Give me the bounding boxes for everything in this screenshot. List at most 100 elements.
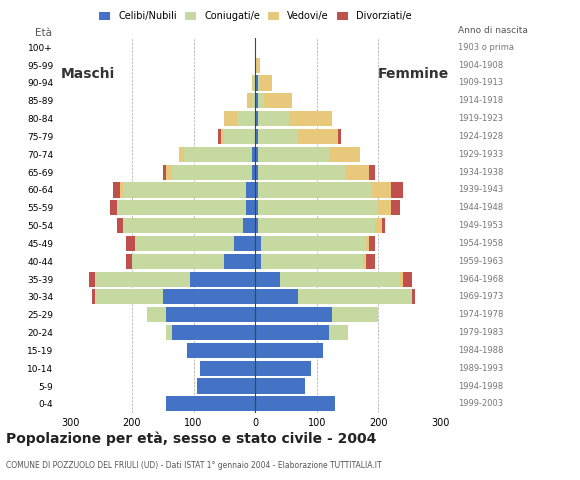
Bar (246, 182, 255, 198)
Bar (375, 218, 382, 233)
Text: 1959-1963: 1959-1963 (458, 257, 504, 266)
Bar (298, 289, 412, 304)
Bar (234, 236, 255, 251)
Text: 1964-1968: 1964-1968 (458, 275, 504, 284)
Bar (117, 218, 123, 233)
Bar (255, 111, 258, 126)
Bar (237, 111, 255, 126)
Bar (252, 75, 253, 91)
Bar (255, 236, 262, 251)
Bar (369, 236, 375, 251)
Bar (391, 182, 403, 198)
Bar (255, 147, 258, 162)
Bar (258, 93, 264, 108)
Bar (172, 325, 255, 340)
Bar (123, 182, 246, 198)
Bar (255, 93, 258, 108)
Text: 1949-1953: 1949-1953 (458, 221, 503, 230)
Bar (89, 272, 95, 287)
Bar (255, 325, 329, 340)
Text: 1924-1928: 1924-1928 (458, 132, 503, 141)
Bar (255, 360, 311, 376)
Bar (179, 147, 184, 162)
Text: Età: Età (35, 28, 52, 38)
Bar (412, 289, 415, 304)
Bar (258, 111, 289, 126)
Bar (258, 182, 372, 198)
Bar (255, 182, 258, 198)
Bar (255, 165, 258, 180)
Text: 1989-1993: 1989-1993 (458, 364, 504, 373)
Bar (95, 272, 190, 287)
Bar (255, 289, 298, 304)
Bar (264, 93, 292, 108)
Text: COMUNE DI POZZUOLO DEL FRIULI (UD) - Dati ISTAT 1° gennaio 2004 - Elaborazione T: COMUNE DI POZZUOLO DEL FRIULI (UD) - Dat… (6, 461, 382, 470)
Bar (255, 75, 258, 91)
Bar (258, 147, 329, 162)
Text: Anno di nascita: Anno di nascita (458, 25, 528, 35)
Bar (123, 218, 243, 233)
Bar (400, 272, 403, 287)
Bar (255, 378, 304, 394)
Text: 1909-1913: 1909-1913 (458, 78, 503, 87)
Bar (166, 325, 172, 340)
Bar (197, 378, 255, 394)
Bar (255, 343, 323, 358)
Bar (246, 200, 255, 216)
Bar (119, 182, 123, 198)
Bar (172, 165, 252, 180)
Bar (379, 200, 391, 216)
Bar (114, 182, 119, 198)
Bar (258, 165, 345, 180)
Text: 1939-1943: 1939-1943 (458, 185, 504, 194)
Bar (255, 218, 258, 233)
Text: 1944-1948: 1944-1948 (458, 203, 503, 212)
Text: 1954-1958: 1954-1958 (458, 239, 503, 248)
Bar (262, 253, 363, 269)
Text: 1903 o prima: 1903 o prima (458, 43, 514, 52)
Bar (166, 307, 255, 323)
Bar (147, 307, 166, 323)
Bar (247, 93, 252, 108)
Bar (222, 129, 224, 144)
Text: 1984-1988: 1984-1988 (458, 346, 504, 355)
Bar (366, 236, 369, 251)
Bar (260, 75, 273, 91)
Bar (372, 182, 391, 198)
Bar (218, 129, 222, 144)
Bar (298, 129, 338, 144)
Bar (255, 272, 280, 287)
Bar (258, 218, 375, 233)
Bar (403, 272, 412, 287)
Bar (224, 111, 237, 126)
Bar (258, 129, 298, 144)
Bar (110, 200, 117, 216)
Bar (255, 307, 332, 323)
Bar (163, 165, 166, 180)
Bar (258, 200, 379, 216)
Bar (329, 325, 347, 340)
Bar (95, 289, 163, 304)
Bar (345, 165, 369, 180)
Bar (366, 253, 375, 269)
Bar (243, 218, 255, 233)
Bar (224, 129, 255, 144)
Bar (332, 307, 379, 323)
Bar (382, 218, 385, 233)
Bar (224, 253, 255, 269)
Bar (132, 253, 224, 269)
Bar (184, 147, 252, 162)
Text: 1934-1938: 1934-1938 (458, 168, 504, 177)
Bar (126, 253, 132, 269)
Bar (253, 75, 255, 91)
Text: 1904-1908: 1904-1908 (458, 60, 503, 70)
Text: 1969-1973: 1969-1973 (458, 292, 504, 301)
Bar (135, 236, 234, 251)
Bar (190, 272, 255, 287)
Bar (255, 396, 335, 411)
Bar (289, 111, 332, 126)
Bar (256, 58, 259, 73)
Bar (252, 165, 255, 180)
Bar (255, 200, 258, 216)
Text: 1929-1933: 1929-1933 (458, 150, 504, 159)
